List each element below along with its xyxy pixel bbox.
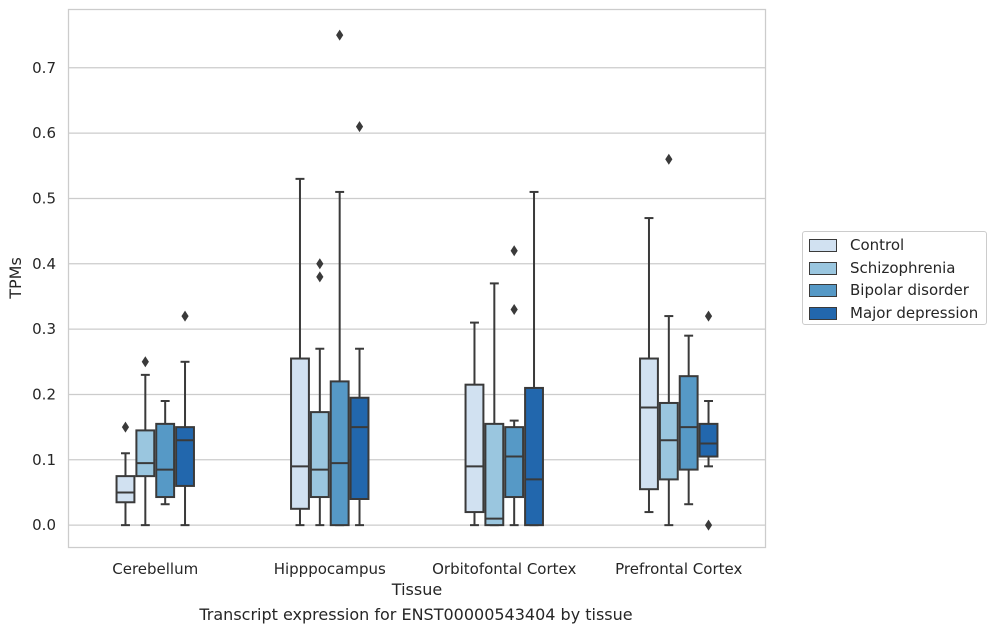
box-iqr [135, 429, 156, 478]
box-group [658, 153, 679, 527]
legend-item-schizophrenia: Schizophrenia [809, 258, 955, 278]
box-group [698, 310, 719, 531]
y-tick-label: 0.2 [32, 385, 56, 403]
box-iqr [504, 426, 525, 499]
legend-item-major-depression: Major depression [809, 303, 978, 323]
box-iqr [698, 422, 719, 458]
box-iqr [290, 357, 310, 510]
box-iqr [639, 357, 659, 491]
box-group [484, 282, 505, 527]
box-iqr [524, 386, 544, 527]
legend-swatch-bipolar-disorder [809, 283, 837, 297]
legend-label-bipolar-disorder: Bipolar disorder [850, 281, 969, 299]
box-outlier-point [665, 153, 673, 165]
box-series [115, 29, 719, 531]
y-tick-label: 0.4 [32, 255, 56, 273]
box-group [464, 321, 485, 527]
x-tick-label: Cerebellum [112, 560, 198, 578]
box-group [524, 190, 544, 527]
legend-label-control: Control [850, 236, 905, 254]
box-iqr [349, 396, 370, 501]
x-axis-label: Tissue [391, 580, 442, 599]
box-outlier-point [316, 258, 324, 270]
box-iqr [309, 411, 330, 499]
box-outlier-point [510, 245, 518, 257]
box-group [504, 245, 525, 527]
box-outlier-point [181, 310, 189, 322]
box-outlier-point [121, 421, 130, 433]
box-group [290, 177, 310, 527]
box-group [115, 421, 136, 527]
legend-swatch-major-depression [809, 306, 837, 320]
box-iqr [678, 375, 699, 471]
box-outlier-point [355, 121, 364, 133]
box-outlier-point [704, 519, 713, 531]
chart-caption: Transcript expression for ENST0000054340… [199, 605, 633, 624]
box-outlier-point [316, 271, 324, 283]
y-tick-label: 0.1 [32, 451, 56, 469]
box-outlier-point [141, 356, 149, 368]
box-outlier-point [510, 304, 518, 316]
box-group [135, 356, 156, 527]
box-outlier-point [336, 29, 344, 41]
y-tick-label: 0.7 [32, 59, 56, 77]
legend-swatch-control [809, 238, 837, 252]
legend-item-control: Control [809, 235, 904, 255]
y-tick-label: 0.3 [32, 320, 56, 338]
box-group [349, 121, 370, 527]
box-outlier-point [704, 310, 713, 322]
y-tick-label: 0.0 [32, 516, 56, 534]
legend-label-major-depression: Major depression [850, 304, 979, 322]
y-tick-label: 0.5 [32, 189, 56, 207]
legend-swatch-schizophrenia [809, 261, 837, 275]
x-tick-label: Prefrontal Cortex [615, 560, 742, 578]
plot-area-frame [67, 8, 767, 549]
x-tick-label: Hipppocampus [274, 560, 386, 578]
box-iqr [115, 475, 136, 504]
box-group [639, 217, 659, 514]
box-group [329, 29, 350, 527]
x-tick-label: Orbitofontal Cortex [432, 560, 576, 578]
box-iqr [175, 426, 195, 487]
box-group [309, 258, 330, 527]
y-axis-label: TPMs [6, 257, 25, 300]
box-group [678, 334, 699, 506]
y-tick-label: 0.6 [32, 124, 56, 142]
box-iqr [329, 380, 350, 527]
box-iqr [484, 422, 505, 527]
x-tick-labels: Cerebellum Hipppocampus Orbitofontal Corte… [112, 560, 742, 578]
legend: Control Schizophrenia Bipolar disorder M… [802, 231, 987, 325]
box-group [175, 310, 195, 527]
box-group [155, 400, 176, 506]
box-iqr [464, 383, 485, 514]
y-tick-labels: 0.0 0.1 0.2 0.3 0.4 0.5 0.6 0.7 [32, 59, 56, 534]
box-iqr [155, 422, 176, 499]
legend-label-schizophrenia: Schizophrenia [850, 259, 956, 277]
legend-item-bipolar-disorder: Bipolar disorder [809, 280, 969, 300]
